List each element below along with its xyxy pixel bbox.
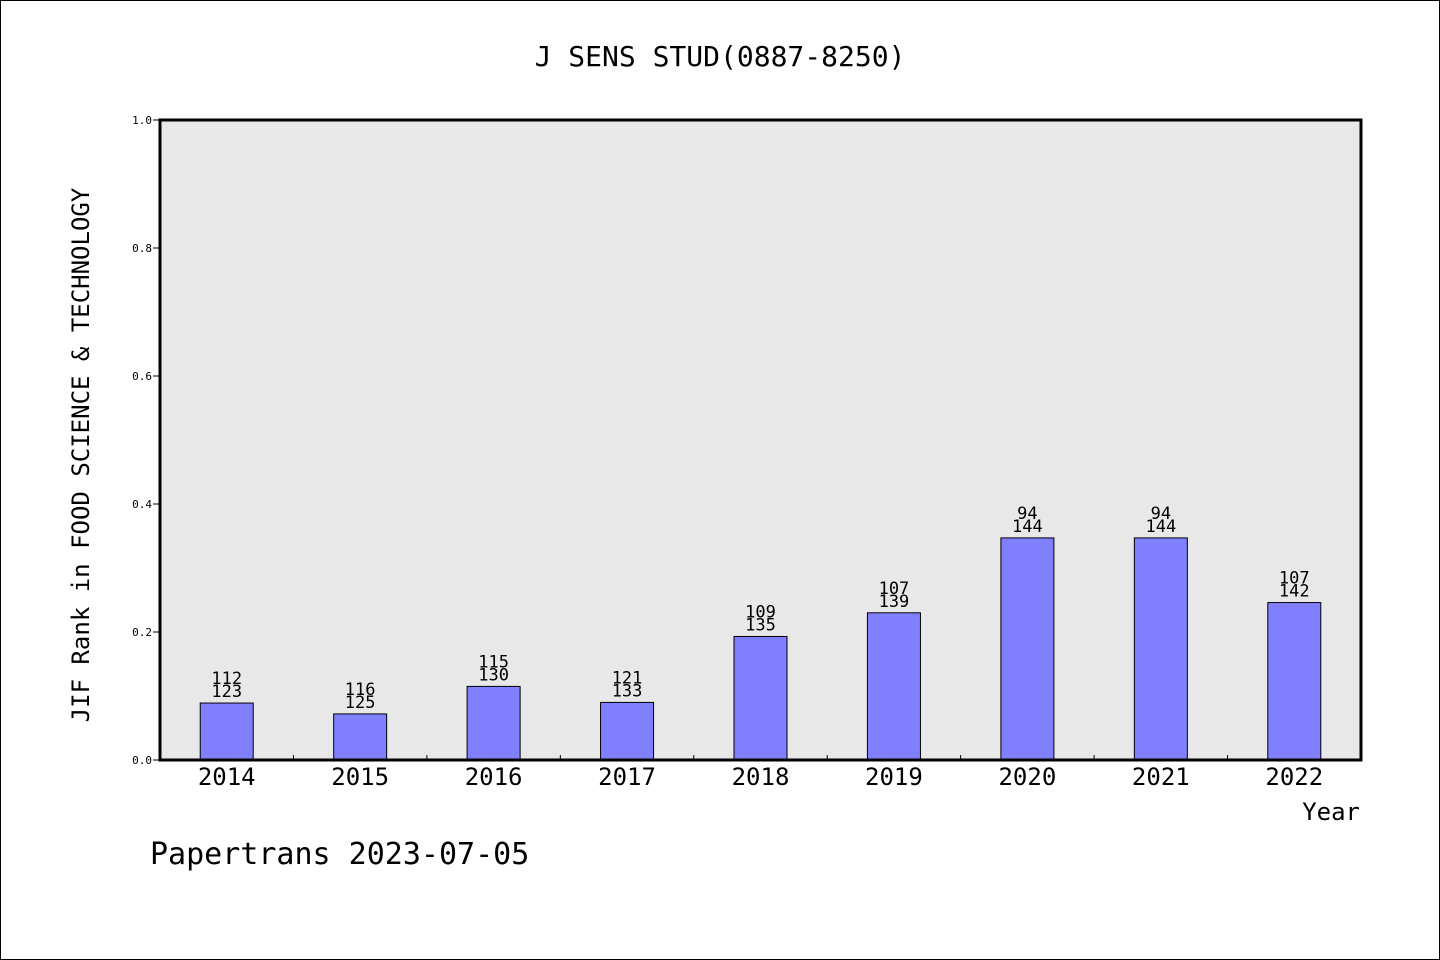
bar-rank-label: 121 [612, 668, 643, 688]
bar-rank-label: 107 [1279, 569, 1310, 589]
bar-total-label: 135 [745, 615, 776, 635]
bar-total-label: 133 [612, 681, 643, 701]
y-tick-label: 0.6 [132, 370, 152, 383]
y-tick-label: 0.2 [132, 626, 152, 639]
bar-total-label: 139 [879, 592, 910, 612]
bar-total-label: 144 [1145, 517, 1176, 537]
bar-2015 [333, 713, 388, 761]
bar-rank-label: 112 [211, 669, 242, 689]
x-tick-label: 2016 [465, 763, 523, 791]
bar-2014 [199, 702, 254, 761]
y-axis-label: JIF Rank in FOOD SCIENCE & TECHNOLOGY [67, 187, 95, 722]
bar-rank-label: 94 [1151, 504, 1171, 524]
y-axis-ticks: 0.0 0.2 0.4 0.6 0.8 1.0 [132, 114, 160, 767]
chart-title: J SENS STUD(0887-8250) [535, 40, 906, 73]
y-tick-label: 1.0 [132, 114, 152, 127]
bar-rank-label: 109 [745, 602, 776, 622]
bar-2021 [1133, 537, 1188, 761]
x-axis-label: Year [1302, 798, 1360, 826]
bar-total-label: 130 [478, 665, 509, 685]
y-tick-label: 0.0 [132, 754, 152, 767]
x-tick-label: 2022 [1265, 763, 1323, 791]
bar-total-label: 125 [345, 693, 376, 713]
x-tick-label: 2015 [331, 763, 389, 791]
x-tick-label: 2020 [998, 763, 1056, 791]
bar-2020 [1000, 537, 1055, 761]
bar-rank-label: 94 [1017, 504, 1037, 524]
x-tick-label: 2021 [1132, 763, 1190, 791]
x-tick-label: 2014 [198, 763, 256, 791]
bar-total-label: 123 [211, 682, 242, 702]
bar-2018 [733, 635, 788, 761]
x-tick-label: 2017 [598, 763, 656, 791]
bar-2022 [1267, 602, 1322, 761]
x-tick-label: 2019 [865, 763, 923, 791]
bar-rank-label: 116 [345, 680, 376, 700]
y-tick-label: 0.8 [132, 242, 152, 255]
x-axis-ticks: 2014 2015 2016 2017 2018 2019 2020 2021 2022 [198, 755, 1323, 791]
bar-rank-label: 107 [879, 579, 910, 599]
footer-text: Papertrans 2023-07-05 [150, 837, 529, 872]
bar-2019 [866, 612, 921, 761]
bar-rank-label: 115 [478, 652, 509, 672]
bar-total-label: 144 [1012, 517, 1043, 537]
y-tick-label: 0.4 [132, 498, 152, 511]
bar-2016 [466, 685, 521, 761]
bar-2017 [600, 701, 655, 761]
plot-border [158, 118, 1363, 762]
x-tick-label: 2018 [732, 763, 790, 791]
bar-total-label: 142 [1279, 582, 1310, 602]
